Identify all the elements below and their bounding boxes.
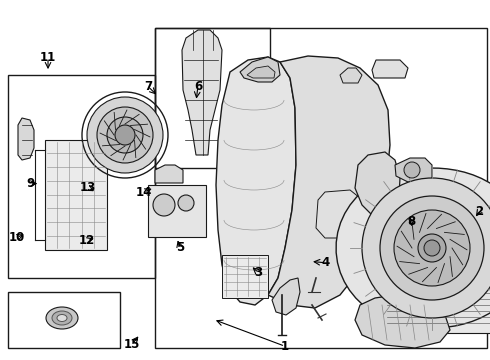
Text: 11: 11: [40, 51, 56, 64]
Circle shape: [418, 234, 446, 262]
Text: 10: 10: [8, 231, 25, 244]
Text: 13: 13: [80, 181, 97, 194]
Polygon shape: [355, 152, 400, 220]
Circle shape: [380, 196, 484, 300]
Circle shape: [87, 97, 163, 173]
Polygon shape: [340, 68, 362, 83]
Text: 14: 14: [135, 186, 152, 199]
Text: 12: 12: [79, 234, 96, 247]
Text: 4: 4: [322, 256, 330, 269]
Ellipse shape: [57, 315, 67, 321]
Circle shape: [107, 117, 143, 153]
Circle shape: [362, 178, 490, 318]
Polygon shape: [182, 30, 222, 155]
Polygon shape: [272, 278, 300, 315]
Ellipse shape: [52, 311, 72, 325]
Text: 3: 3: [255, 266, 263, 279]
Circle shape: [424, 240, 440, 256]
Polygon shape: [316, 190, 360, 238]
Text: 15: 15: [124, 338, 141, 351]
Circle shape: [404, 162, 420, 178]
Bar: [45, 140, 107, 250]
Bar: [385, 218, 490, 333]
Text: 1: 1: [281, 340, 289, 353]
Circle shape: [115, 125, 135, 145]
Bar: [148, 185, 206, 237]
Bar: [155, 28, 487, 348]
Circle shape: [178, 195, 194, 211]
Polygon shape: [222, 255, 268, 298]
Polygon shape: [268, 56, 390, 308]
Text: 2: 2: [475, 205, 483, 218]
Circle shape: [394, 210, 470, 286]
Polygon shape: [372, 60, 408, 78]
Polygon shape: [395, 158, 432, 182]
Text: 5: 5: [176, 241, 184, 254]
Text: 8: 8: [408, 215, 416, 228]
Circle shape: [153, 194, 175, 216]
Text: 7: 7: [144, 80, 152, 93]
Bar: [8, 292, 120, 348]
Polygon shape: [355, 295, 450, 348]
Polygon shape: [240, 57, 280, 82]
Ellipse shape: [46, 307, 78, 329]
Polygon shape: [155, 165, 183, 183]
Circle shape: [97, 107, 153, 163]
Polygon shape: [18, 118, 34, 160]
Polygon shape: [216, 57, 296, 305]
Bar: [155, 28, 270, 168]
Bar: [8, 75, 155, 278]
Text: 6: 6: [194, 80, 202, 93]
Polygon shape: [336, 168, 490, 328]
Polygon shape: [247, 66, 275, 78]
Text: 9: 9: [26, 177, 34, 190]
